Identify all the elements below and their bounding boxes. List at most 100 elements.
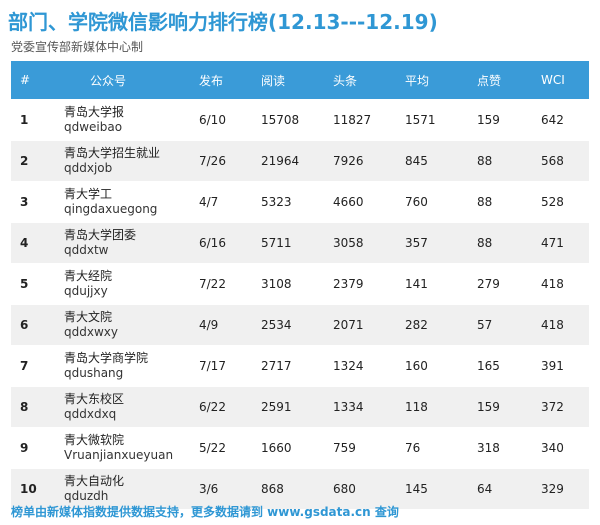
- account-cell: 青大微软院 Vruanjianxueyuan: [60, 427, 199, 469]
- account-name: 青大学工: [64, 187, 113, 201]
- rank-cell: 3: [11, 181, 60, 223]
- headline-cell: 680: [333, 468, 405, 509]
- table-row: 10 青大自动化 qduzdh 3/6 868 680 145 64 329: [11, 468, 589, 509]
- table-row: 7 青岛大学商学院 qdushang 7/17 2717 1324 160 165 391: [11, 345, 589, 387]
- table-row: 9 青大微软院 Vruanjianxueyuan 5/22 1660 759 76 318 34…: [11, 427, 589, 469]
- col-header-wci: WCI: [541, 61, 589, 100]
- publish-cell: 6/16: [199, 222, 261, 264]
- table-row: 4 青岛大学团委 qddxtw 6/16 5711 3058 357 88 471: [11, 222, 589, 264]
- table-row: 2 青岛大学招生就业 qddxjob 7/26 21964 7926 845 88 568: [11, 140, 589, 182]
- account-id: Vruanjianxueyuan: [64, 448, 174, 462]
- likes-cell: 88: [477, 181, 541, 223]
- read-cell: 15708: [261, 99, 333, 141]
- rank-cell: 9: [11, 427, 60, 469]
- avg-cell: 145: [405, 468, 477, 509]
- account-id: qingdaxuegong: [64, 202, 158, 216]
- footer-note: 榜单由新媒体指数提供数据支持，更多数据请到 www.gsdata.cn 查询: [11, 505, 399, 519]
- headline-cell: 2071: [333, 304, 405, 346]
- read-cell: 868: [261, 468, 333, 509]
- account-name: 青大东校区: [64, 392, 125, 406]
- publish-cell: 6/22: [199, 386, 261, 428]
- rank-cell: 2: [11, 140, 60, 182]
- account-cell: 青岛大学报 qdweibao: [60, 99, 199, 141]
- account-id: qddxtw: [64, 243, 109, 257]
- headline-cell: 7926: [333, 140, 405, 182]
- avg-cell: 141: [405, 263, 477, 305]
- read-cell: 3108: [261, 263, 333, 305]
- publish-cell: 7/22: [199, 263, 261, 305]
- wci-cell: 471: [541, 222, 589, 264]
- likes-cell: 318: [477, 427, 541, 469]
- col-header-rank: #: [11, 61, 60, 100]
- read-cell: 5323: [261, 181, 333, 223]
- account-cell: 青大经院 qdujjxy: [60, 263, 199, 305]
- col-header-likes: 点赞: [477, 61, 541, 100]
- ranking-table-body: 1 青岛大学报 qdweibao 6/10 15708 11827 1571 159 642 2 青…: [11, 99, 589, 509]
- col-header-avg: 平均: [405, 61, 477, 100]
- avg-cell: 845: [405, 140, 477, 182]
- account-cell: 青岛大学招生就业 qddxjob: [60, 140, 199, 182]
- account-name: 青岛大学商学院: [64, 351, 149, 365]
- table-row: 5 青大经院 qdujjxy 7/22 3108 2379 141 279 418: [11, 263, 589, 305]
- rank-cell: 10: [11, 468, 60, 509]
- wci-cell: 391: [541, 345, 589, 387]
- account-name: 青大文院: [64, 310, 113, 324]
- likes-cell: 64: [477, 468, 541, 509]
- avg-cell: 282: [405, 304, 477, 346]
- wci-cell: 642: [541, 99, 589, 141]
- col-header-publish: 发布: [199, 61, 261, 100]
- table-row: 8 青大东校区 qddxdxq 6/22 2591 1334 118 159 372: [11, 386, 589, 428]
- table-header-row: # 公众号 发布 阅读 头条 平均 点赞 WCI: [11, 61, 589, 100]
- likes-cell: 88: [477, 140, 541, 182]
- rank-cell: 4: [11, 222, 60, 264]
- page-title: 部门、学院微信影响力排行榜(12.13---12.19): [8, 10, 438, 34]
- publish-cell: 4/9: [199, 304, 261, 346]
- likes-cell: 279: [477, 263, 541, 305]
- account-id: qdujjxy: [64, 284, 108, 298]
- account-cell: 青大文院 qddxwxy: [60, 304, 199, 346]
- account-id: qduzdh: [64, 489, 109, 503]
- wci-cell: 568: [541, 140, 589, 182]
- page-subtitle: 党委宣传部新媒体中心制: [11, 40, 144, 54]
- publish-cell: 6/10: [199, 99, 261, 141]
- wci-cell: 372: [541, 386, 589, 428]
- col-header-account: 公众号: [60, 61, 199, 100]
- account-id: qddxjob: [64, 161, 113, 175]
- headline-cell: 11827: [333, 99, 405, 141]
- account-name: 青大经院: [64, 269, 113, 283]
- account-cell: 青大自动化 qduzdh: [60, 468, 199, 509]
- account-name: 青岛大学团委: [64, 228, 137, 242]
- publish-cell: 7/17: [199, 345, 261, 387]
- wci-cell: 528: [541, 181, 589, 223]
- headline-cell: 2379: [333, 263, 405, 305]
- rank-cell: 5: [11, 263, 60, 305]
- read-cell: 5711: [261, 222, 333, 264]
- account-id: qdweibao: [64, 120, 123, 134]
- avg-cell: 118: [405, 386, 477, 428]
- account-name: 青大自动化: [64, 474, 125, 488]
- avg-cell: 1571: [405, 99, 477, 141]
- table-row: 6 青大文院 qddxwxy 4/9 2534 2071 282 57 418: [11, 304, 589, 346]
- likes-cell: 88: [477, 222, 541, 264]
- account-name: 青大微软院: [64, 433, 125, 447]
- likes-cell: 159: [477, 386, 541, 428]
- headline-cell: 3058: [333, 222, 405, 264]
- rank-cell: 1: [11, 99, 60, 141]
- avg-cell: 760: [405, 181, 477, 223]
- rank-cell: 8: [11, 386, 60, 428]
- headline-cell: 1334: [333, 386, 405, 428]
- account-cell: 青岛大学商学院 qdushang: [60, 345, 199, 387]
- likes-cell: 159: [477, 99, 541, 141]
- account-cell: 青岛大学团委 qddxtw: [60, 222, 199, 264]
- likes-cell: 57: [477, 304, 541, 346]
- ranking-table: # 公众号 发布 阅读 头条 平均 点赞 WCI 1 青岛大学报 qdweibao 6…: [11, 61, 589, 509]
- read-cell: 2591: [261, 386, 333, 428]
- read-cell: 21964: [261, 140, 333, 182]
- wci-cell: 329: [541, 468, 589, 509]
- table-row: 3 青大学工 qingdaxuegong 4/7 5323 4660 760 88 528: [11, 181, 589, 223]
- account-id: qddxdxq: [64, 407, 117, 421]
- account-cell: 青大学工 qingdaxuegong: [60, 181, 199, 223]
- headline-cell: 1324: [333, 345, 405, 387]
- rank-cell: 6: [11, 304, 60, 346]
